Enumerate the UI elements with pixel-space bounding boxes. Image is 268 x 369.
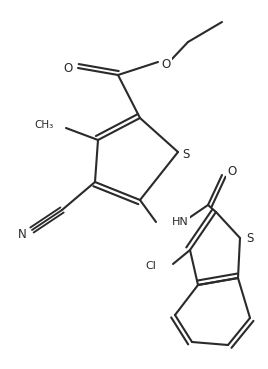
Text: CH₃: CH₃ xyxy=(35,120,54,130)
Text: S: S xyxy=(182,148,190,161)
Text: HN: HN xyxy=(172,217,189,227)
Text: N: N xyxy=(18,228,26,241)
Text: O: O xyxy=(227,165,237,177)
Text: S: S xyxy=(246,231,254,245)
Text: Cl: Cl xyxy=(145,261,156,271)
Text: O: O xyxy=(63,62,73,75)
Text: O: O xyxy=(161,58,171,70)
